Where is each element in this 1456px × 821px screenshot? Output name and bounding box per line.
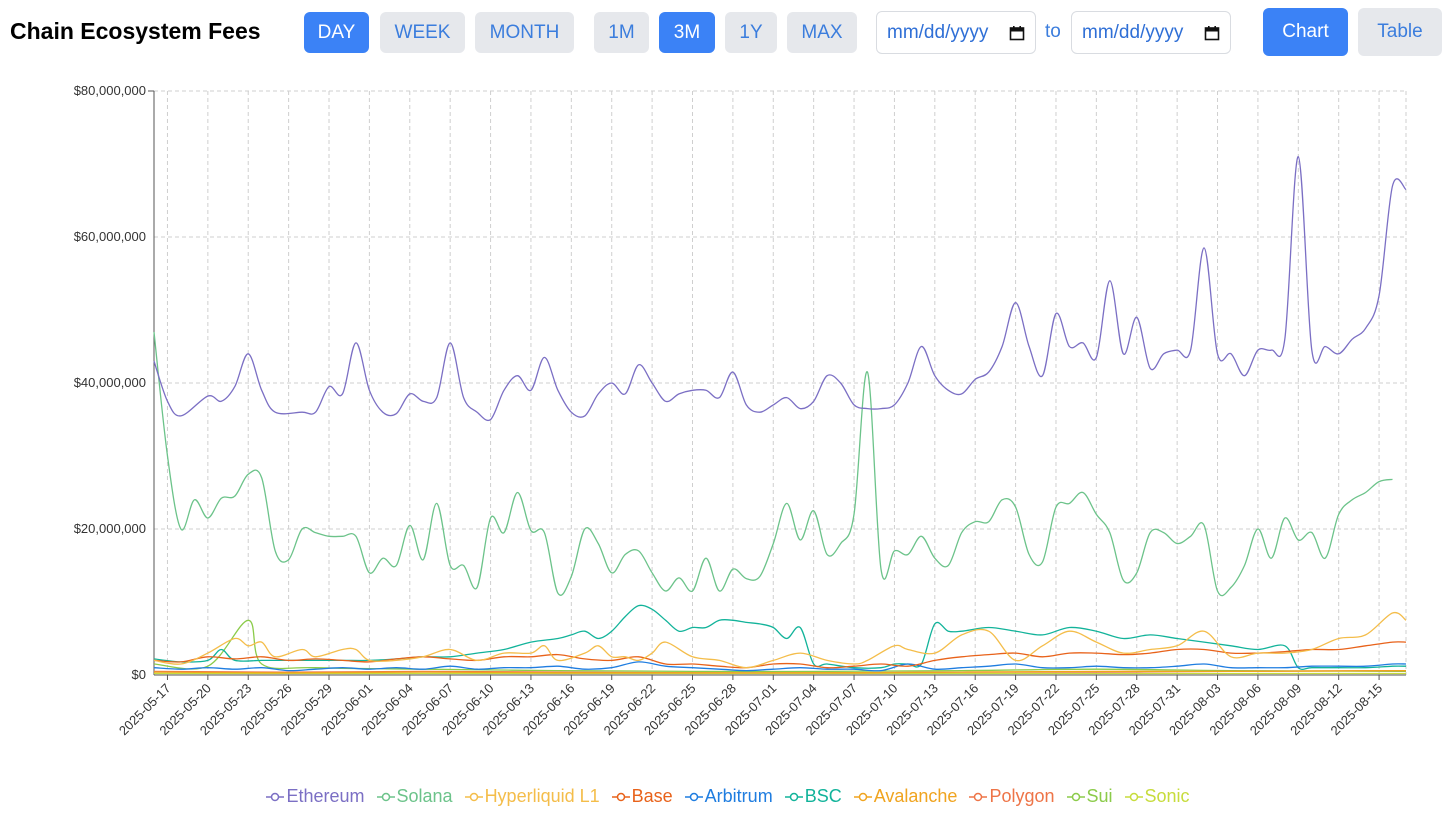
legend-item-avalanche[interactable]: Avalanche	[853, 786, 958, 807]
series-line-avalanche	[153, 669, 1407, 674]
legend-item-sonic[interactable]: Sonic	[1124, 786, 1190, 807]
legend-label: Hyperliquid L1	[484, 786, 600, 806]
legend-label: Sui	[1086, 786, 1113, 806]
legend-label: Ethereum	[286, 786, 365, 806]
calendar-icon[interactable]	[1009, 25, 1025, 41]
legend-item-polygon[interactable]: Polygon	[969, 786, 1055, 807]
date-range-to-label: to	[1045, 21, 1061, 42]
y-tick-label: $80,000,000	[74, 83, 146, 98]
range-1y-button[interactable]: 1Y	[725, 12, 777, 53]
date-to-placeholder: mm/dd/yyyy	[1082, 21, 1184, 43]
granularity-week-button[interactable]: WEEK	[380, 12, 465, 53]
series-line-solana	[153, 331, 1393, 597]
series-line-base	[153, 641, 1407, 669]
legend-marker-icon	[1124, 792, 1143, 801]
y-tick-label: $20,000,000	[74, 521, 146, 536]
legend-marker-icon	[784, 792, 803, 801]
legend-marker-icon	[266, 792, 285, 801]
date-from-input[interactable]: mm/dd/yyyy	[876, 11, 1036, 54]
legend-item-bsc[interactable]: BSC	[784, 786, 842, 807]
legend-label: Base	[631, 786, 673, 806]
range-max-button[interactable]: MAX	[787, 12, 857, 53]
granularity-month-button[interactable]: MONTH	[475, 12, 574, 53]
legend-marker-icon	[611, 792, 630, 801]
chart-legend: Ethereum Solana Hyperliquid L1 Base Arbitrum…	[0, 786, 1456, 807]
legend-label: Polygon	[989, 786, 1055, 806]
page-title: Chain Ecosystem Fees	[10, 18, 261, 44]
series-line-arbitrum	[153, 661, 1407, 672]
legend-label: BSC	[804, 786, 842, 806]
legend-item-arbitrum[interactable]: Arbitrum	[684, 786, 773, 807]
legend-marker-icon	[853, 792, 872, 801]
y-tick-label: $0	[132, 667, 146, 682]
legend-label: Avalanche	[873, 786, 958, 806]
granularity-day-button[interactable]: DAY	[304, 12, 369, 53]
legend-label: Sonic	[1144, 786, 1190, 806]
legend-label: Arbitrum	[704, 786, 773, 806]
legend-item-ethereum[interactable]: Ethereum	[266, 786, 365, 807]
date-to-input[interactable]: mm/dd/yyyy	[1071, 11, 1231, 54]
legend-label: Solana	[396, 786, 453, 806]
y-tick-label: $40,000,000	[74, 375, 146, 390]
series-line-ethereum	[153, 156, 1407, 422]
table-view-button[interactable]: Table	[1358, 8, 1442, 56]
y-tick-label: $60,000,000	[74, 229, 146, 244]
legend-marker-icon	[969, 792, 988, 801]
calendar-icon[interactable]	[1204, 25, 1220, 41]
series-line-sui	[153, 619, 1407, 673]
legend-item-hyperliquid-l1[interactable]: Hyperliquid L1	[464, 786, 600, 807]
chart-view-button[interactable]: Chart	[1263, 8, 1348, 56]
legend-marker-icon	[464, 792, 483, 801]
range-1m-button[interactable]: 1M	[594, 12, 649, 53]
date-from-placeholder: mm/dd/yyyy	[887, 21, 989, 43]
series-line-hyperliquid-l1	[153, 611, 1407, 669]
legend-marker-icon	[1066, 792, 1085, 801]
range-3m-button[interactable]: 3M	[659, 12, 715, 53]
legend-item-solana[interactable]: Solana	[376, 786, 453, 807]
legend-marker-icon	[376, 792, 395, 801]
legend-marker-icon	[684, 792, 703, 801]
legend-item-base[interactable]: Base	[611, 786, 673, 807]
legend-item-sui[interactable]: Sui	[1066, 786, 1113, 807]
